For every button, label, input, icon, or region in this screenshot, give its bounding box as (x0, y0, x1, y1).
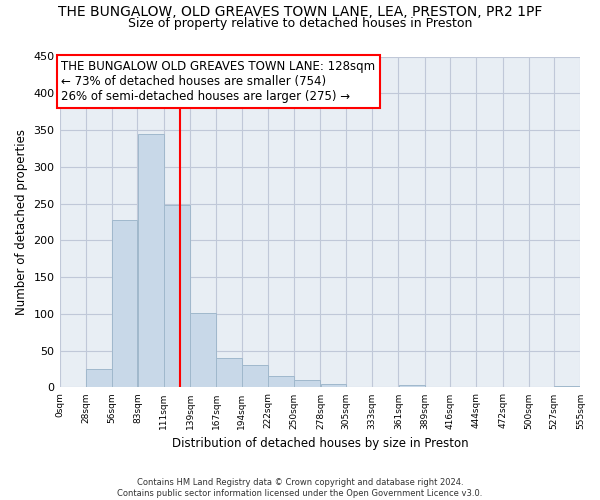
Text: THE BUNGALOW OLD GREAVES TOWN LANE: 128sqm
← 73% of detached houses are smaller : THE BUNGALOW OLD GREAVES TOWN LANE: 128s… (61, 60, 376, 103)
Bar (190, 313, 216, 388)
Bar (86, 369, 112, 388)
Bar (320, 384, 346, 388)
X-axis label: Distribution of detached houses by size in Preston: Distribution of detached houses by size … (172, 437, 469, 450)
Y-axis label: Number of detached properties: Number of detached properties (15, 129, 28, 315)
Bar (398, 385, 425, 388)
Text: THE BUNGALOW, OLD GREAVES TOWN LANE, LEA, PRESTON, PR2 1PF: THE BUNGALOW, OLD GREAVES TOWN LANE, LEA… (58, 5, 542, 19)
Bar (217, 358, 242, 388)
Bar (295, 380, 320, 388)
Text: Size of property relative to detached houses in Preston: Size of property relative to detached ho… (128, 18, 472, 30)
Bar (242, 366, 268, 388)
Bar (137, 134, 164, 388)
Bar (268, 376, 294, 388)
Bar (554, 386, 580, 388)
Text: Contains HM Land Registry data © Crown copyright and database right 2024.
Contai: Contains HM Land Registry data © Crown c… (118, 478, 482, 498)
Bar (164, 205, 190, 388)
Bar (112, 220, 137, 388)
